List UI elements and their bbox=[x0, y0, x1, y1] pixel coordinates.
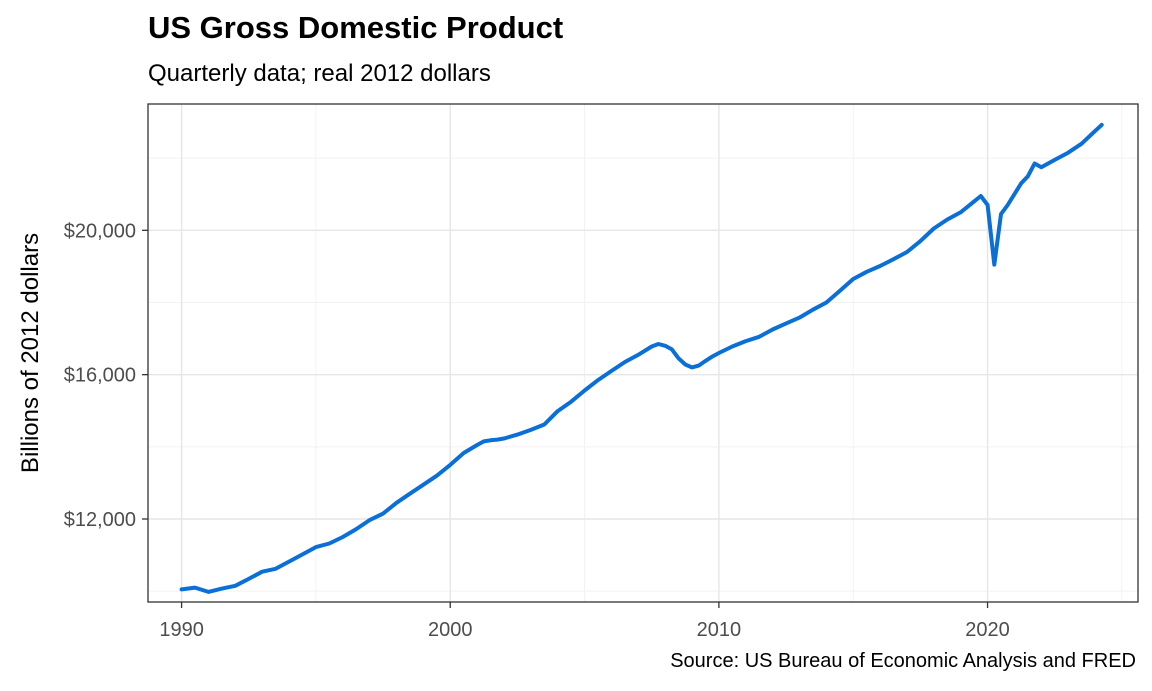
y-axis-title: Billions of 2012 dollars bbox=[17, 233, 44, 473]
x-tick-label: 1990 bbox=[159, 619, 204, 641]
y-axis: $12,000 $16,000 $20,000 bbox=[64, 220, 148, 531]
chart-caption: Source: US Bureau of Economic Analysis a… bbox=[670, 650, 1136, 672]
chart-title: US Gross Domestic Product bbox=[148, 10, 564, 45]
major-gridlines bbox=[148, 104, 1138, 602]
x-tick-label: 2000 bbox=[428, 619, 473, 641]
x-tick-label: 2020 bbox=[965, 619, 1010, 641]
chart-subtitle: Quarterly data; real 2012 dollars bbox=[148, 60, 491, 87]
series-layer bbox=[179, 122, 1104, 594]
y-tick-label: $20,000 bbox=[64, 220, 136, 242]
plot-panel-border bbox=[147, 103, 1139, 603]
series-line-gdp bbox=[179, 122, 1104, 594]
x-axis: 1990 2000 2010 2020 bbox=[159, 602, 1010, 641]
y-tick-label: $16,000 bbox=[64, 365, 136, 387]
y-tick-label: $12,000 bbox=[64, 509, 136, 531]
x-tick-label: 2010 bbox=[697, 619, 742, 641]
